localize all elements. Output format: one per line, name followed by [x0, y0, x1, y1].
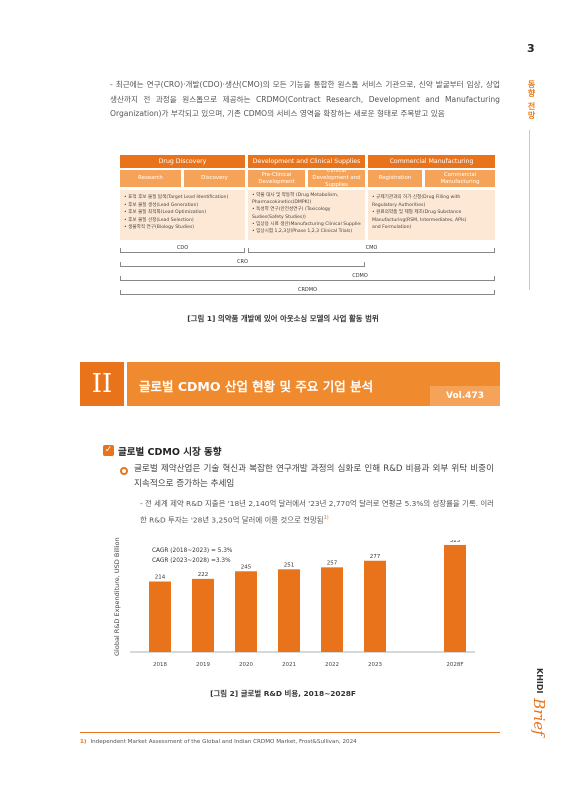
range-cdo: CDO — [120, 245, 245, 253]
commercial-activities: • 규제기관과의 허가 신청(Drug Filling with Regulat… — [368, 190, 495, 240]
activity-item: • 후보 물질 최적화(Lead Optimization) — [124, 210, 207, 216]
range-cdmo: CDMO — [120, 273, 495, 281]
header-drug-discovery: Drug Discovery — [120, 155, 245, 168]
chart-bar-2023 — [364, 560, 386, 652]
sub-heading: 글로벌 CDMO 시장 동향 — [118, 447, 222, 458]
page-number: 3 — [527, 42, 535, 55]
detail-text: - 전 세계 제약 R&D 지출은 '18년 2,140억 달러에서 '23년 … — [140, 499, 494, 525]
checkbox-icon: ✓ — [103, 445, 114, 456]
brand-logo: KHIDI Brief — [530, 668, 548, 736]
chart-bar-2021 — [278, 569, 300, 652]
chart-bar-2020 — [235, 571, 257, 652]
activity-item: and Formulation) — [372, 225, 412, 231]
detail-paragraph: - 전 세계 제약 R&D 지출은 '18년 2,140억 달러에서 '23년 … — [140, 497, 500, 527]
footnote-text: Independent Market Assessment of the Glo… — [90, 739, 357, 745]
chart-tick-label: 2019 — [196, 662, 210, 668]
range-cmo: CMO — [248, 245, 495, 253]
activity-item: Pharmacokinetics(DMPK)) — [252, 200, 312, 206]
chart-bar-2019 — [192, 578, 214, 652]
activity-item: Manufacturing(RSM, Intermediates, APIs) — [372, 217, 467, 223]
chart-tick-label: 2020 — [239, 662, 253, 668]
chart-y-axis-label: Global R&D Expenditure, USD Billion — [113, 537, 121, 656]
chart-data-label: 214 — [155, 575, 166, 581]
side-divider — [529, 130, 530, 290]
section-number: II — [80, 362, 124, 406]
sub-preclinical: Pre-Clinical Development — [248, 170, 305, 187]
cagr-annotation-1: CAGR (2018~2023) = 5.3% — [152, 548, 233, 554]
activity-item: • 독성학 연구(안전성연구) (Toxicology — [252, 207, 331, 213]
chart-canvas: 214 2018 222 2019 245 2020 251 2021 257 2022 277 20… — [130, 540, 475, 668]
volume-badge: Vol.473 — [430, 386, 500, 406]
chart-data-label: 251 — [284, 562, 295, 568]
activity-item: • 표적 후보 물질 탐색(Target Lead Identification… — [124, 195, 229, 200]
chart-bar-2018 — [149, 581, 171, 652]
range-cro: CRO — [120, 259, 365, 267]
chart-data-label: 277 — [370, 554, 381, 560]
activity-item: Sudies(Safety Studies)) — [252, 214, 306, 220]
sub-clinical: Clinical Development and Supplies — [308, 168, 365, 188]
footnote: 1) Independent Market Assessment of the G… — [80, 739, 357, 745]
chart-tick-label: 2018 — [153, 662, 167, 668]
sub-discovery: Discovery — [184, 170, 245, 187]
sub-commercial-mfg: Commercial Manufacturing — [425, 170, 495, 187]
bullet-icon — [120, 467, 128, 475]
chart-data-label: 245 — [241, 564, 252, 570]
activity-item: • 임상용 시료 생산(Manufacturing Clinical Suppl… — [252, 221, 361, 227]
footnote-marker: 1) — [80, 739, 87, 745]
activity-item: • 임상시험 1,2,3상(Phase 1,2,3 Clinical Trial… — [252, 229, 353, 235]
section-banner: II 글로벌 CDMO 산업 현황 및 주요 기업 분석 Vol.473 — [80, 362, 500, 406]
development-activities: • 약물 대사 및 약동학 (Drug Metabolism, Pharmaco… — [248, 190, 365, 240]
chart-tick-label: 2022 — [325, 662, 339, 668]
section-title: 글로벌 CDMO 산업 현황 및 주요 기업 분석 — [139, 379, 374, 394]
chart-tick-label: 2028F — [446, 662, 463, 668]
activity-item: • 후보 물질 선정(Lead Selection) — [124, 217, 194, 223]
rd-expenditure-chart: 214 2018 222 2019 245 2020 251 2021 257 2022 277 20… — [130, 540, 475, 675]
footer-divider — [80, 732, 500, 733]
section-title-bar: 글로벌 CDMO 산업 현황 및 주요 기업 분석 Vol.473 — [127, 362, 500, 406]
activity-item: • 후보 물질 생성(Lead Generation) — [124, 202, 199, 208]
chart-data-label: 257 — [327, 560, 338, 566]
bullet-paragraph: 글로벌 제약산업은 기술 혁신과 복잡한 연구개발 과정의 심화로 인해 R&D… — [134, 464, 494, 489]
range-crdmo: CRDMO — [120, 287, 495, 295]
discovery-activities: • 표적 후보 물질 탐색(Target Lead Identification… — [120, 190, 245, 240]
brand-name: Brief — [530, 698, 548, 736]
chart-bar-2022 — [321, 567, 343, 652]
sub-registration: Registration — [368, 170, 422, 187]
chart-bar-2028F — [444, 544, 466, 652]
chart-data-label: 222 — [198, 572, 209, 578]
chart-tick-label: 2023 — [368, 662, 382, 668]
figure2-caption: [그림 2] 글로벌 R&D 비용, 2018~2028F — [210, 689, 356, 698]
header-development: Development and Clinical Supplies — [248, 155, 365, 168]
sub-research: Research — [120, 170, 181, 187]
activity-item: • 규제기관과의 허가 신청(Drug Filling with — [372, 195, 461, 200]
activity-item: • 약물 대사 및 약동학 (Drug Metabolism, — [252, 193, 339, 198]
activity-item: Regulatory Authorities) — [372, 202, 426, 208]
chart-tick-label: 2021 — [282, 662, 296, 668]
figure1-caption: [그림 1] 의약품 개발에 있어 아웃소싱 모델의 사업 활동 범위 — [187, 314, 379, 323]
intro-paragraph: - 최근에는 연구(CRO)·개발(CDO)·생산(CMO)의 모든 기능을 통… — [110, 80, 500, 118]
activity-item: • 원료의약품 및 제형 제조(Drug Substance — [372, 210, 462, 216]
activity-item: • 생물학적 연구(Biology Studies) — [124, 225, 195, 231]
brand-k: KHIDI — [535, 668, 544, 694]
cagr-annotation-2: CAGR (2023~2028) =3.3% — [152, 558, 231, 564]
outsourcing-scope-figure: Drug Discovery Development and Clinical … — [120, 155, 495, 300]
side-section-tab: 동향 전망 — [527, 80, 536, 120]
footnote-ref: 1) — [323, 515, 329, 521]
chart-data-label: 325 — [450, 540, 461, 544]
header-commercial: Commercial Manufacturing — [368, 155, 495, 168]
